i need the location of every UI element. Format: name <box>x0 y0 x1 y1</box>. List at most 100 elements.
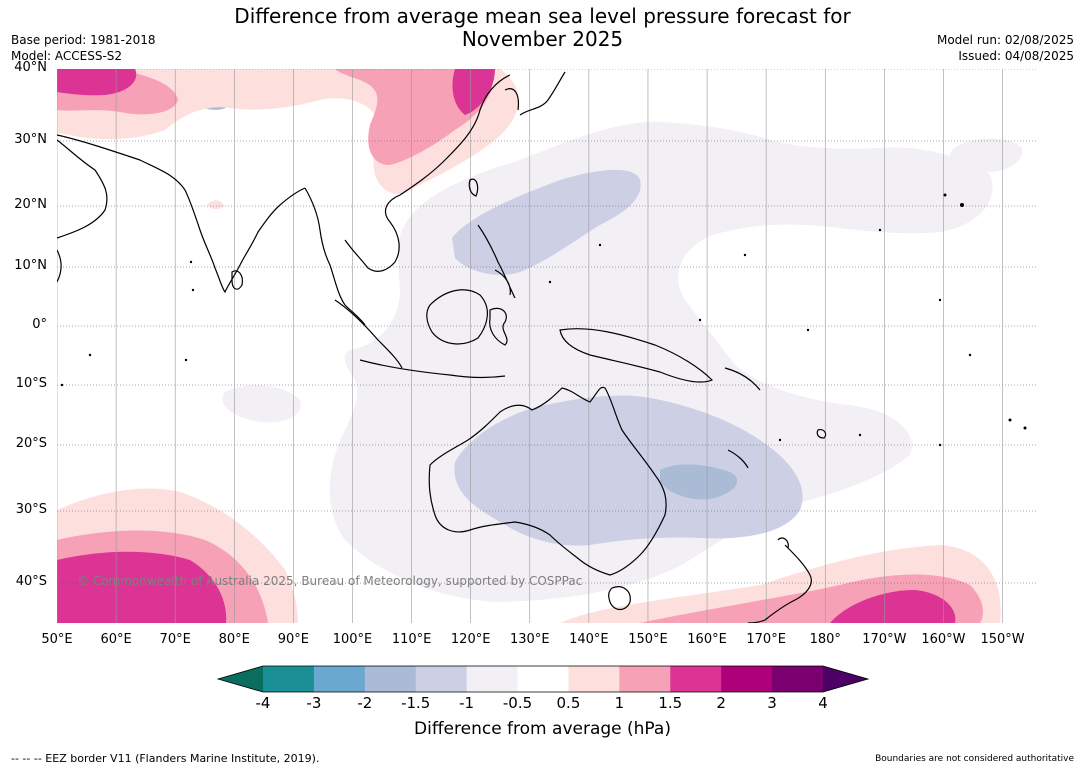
colorbar-segment <box>517 666 569 692</box>
colorbar-segment <box>670 666 722 692</box>
island-dot <box>858 433 862 437</box>
coast-australia <box>428 386 667 576</box>
island-dot <box>60 383 64 387</box>
anomaly-region-neg-1-australia <box>454 395 803 546</box>
anomaly-region-pos-1-5-southwest <box>57 551 227 623</box>
colorbar-segment <box>772 666 824 692</box>
latitude-label: 0° <box>32 317 47 332</box>
island-dot <box>968 353 972 357</box>
base-period: Base period: 1981-2018 <box>11 33 156 47</box>
colorbar-segment <box>466 666 519 692</box>
coast-china <box>399 74 511 196</box>
title-line-2: November 2025 <box>461 27 624 51</box>
island-dot <box>878 228 882 232</box>
colorbar-outline <box>216 665 870 693</box>
coast-myanmar-thailand <box>304 187 366 326</box>
latitude-label: 20°N <box>14 197 47 212</box>
longitude-label: 90°E <box>277 632 309 647</box>
island-dot <box>698 318 702 322</box>
coast-korea-japan <box>504 71 566 116</box>
longitude-label: 170°E <box>746 632 786 647</box>
longitude-label: 130°E <box>510 632 550 647</box>
boundaries-note: Boundaries are not considered authoritat… <box>875 754 1074 764</box>
island-dot <box>938 298 942 302</box>
longitude-label: 70°E <box>159 632 191 647</box>
colorbar-segment <box>619 666 671 692</box>
longitude-label: 120°E <box>450 632 491 647</box>
model-name: Model: ACCESS-S2 <box>11 49 123 63</box>
coast-srilanka <box>231 270 243 290</box>
title-line-1: Difference from average mean sea level p… <box>234 4 851 28</box>
colorbar-tick: 1.5 <box>658 694 683 712</box>
anomaly-region-pos-1-5-asia <box>57 69 137 96</box>
island-dot <box>943 193 947 197</box>
longitude-label: 140°E <box>569 632 609 647</box>
colorbar-label: Difference from average (hPa) <box>414 719 671 739</box>
coast-new-caledonia <box>727 449 749 469</box>
island-dot <box>960 203 964 207</box>
chart-title: Difference from average mean sea level p… <box>0 5 1085 51</box>
island-dot <box>88 353 92 357</box>
coastlines <box>57 71 827 623</box>
graticule <box>57 69 1038 623</box>
longitude-label: 150°E <box>628 632 668 647</box>
coast-fiji <box>816 429 827 439</box>
latitude-label: 40°N <box>14 60 47 75</box>
coast-africa <box>57 249 62 283</box>
issued-date: Issued: 04/08/2025 <box>958 49 1074 63</box>
coast-tasmania <box>608 586 631 611</box>
coast-solomons <box>724 367 761 391</box>
colorbar-tick: 0.5 <box>556 694 581 712</box>
island-dot <box>189 260 193 264</box>
latitude-label: 30°N <box>14 132 47 147</box>
island-dot <box>806 328 810 332</box>
latitude-label: 10°N <box>14 258 47 273</box>
colorbar-tick: -1.5 <box>401 694 431 712</box>
coast-new-zealand <box>747 537 812 623</box>
anomaly-region-pos-1-5-china <box>452 69 495 115</box>
island-dot <box>1023 426 1027 430</box>
island-dot <box>598 243 602 247</box>
colorbar-segment <box>568 666 620 692</box>
longitude-label: 160°W <box>921 632 966 647</box>
coast-iran <box>57 134 186 191</box>
colorbar-segment <box>263 666 315 692</box>
coast-new-guinea <box>559 328 714 383</box>
meta-right: Model run: 02/08/2025 Issued: 04/08/2025 <box>937 32 1074 64</box>
coast-philippines <box>477 224 516 299</box>
copyright-notice: © Commonwealth of Australia 2025, Bureau… <box>77 574 583 588</box>
colorbar-tick: 4 <box>818 694 828 712</box>
longitude-label: 150°W <box>980 632 1025 647</box>
model-run: Model run: 02/08/2025 <box>936 33 1074 47</box>
coast-sumatra <box>334 299 403 369</box>
colorbar-tick: -0.5 <box>502 694 533 712</box>
latitude-label: 10°S <box>15 376 47 391</box>
colorbar-segment <box>364 666 417 692</box>
colorbar-segment <box>721 666 773 692</box>
longitude-label: 170°W <box>862 632 907 647</box>
colorbar-tick: -1 <box>459 694 475 712</box>
longitude-label: 50°E <box>41 632 73 647</box>
anomaly-region-pos-0-5-india <box>208 200 224 209</box>
coast-borneo <box>426 289 488 345</box>
map-area <box>57 69 1038 623</box>
anomaly-region-neg-0-5-indian <box>222 385 301 423</box>
longitude-label: 100°E <box>332 632 373 647</box>
longitude-label: 160°E <box>687 632 727 647</box>
colorbar-high-extend <box>823 666 868 692</box>
longitude-label: 110°E <box>391 632 432 647</box>
colorbar-segment <box>313 666 366 692</box>
colorbar-tick: -3 <box>306 694 322 712</box>
longitude-label: 80°E <box>218 632 250 647</box>
latitude-label: 40°S <box>15 574 47 589</box>
colorbar-tick: -4 <box>255 694 271 712</box>
island-dot <box>184 358 188 362</box>
eez-note: -- -- -- EEZ border V11 (Flanders Marine… <box>11 752 320 765</box>
island-dot <box>938 443 942 447</box>
colorbar-tick: 3 <box>767 694 777 712</box>
island-dot <box>743 253 747 257</box>
longitude-label: 180° <box>809 632 841 647</box>
island-dot <box>1008 418 1012 422</box>
colorbar-segment <box>415 666 468 692</box>
